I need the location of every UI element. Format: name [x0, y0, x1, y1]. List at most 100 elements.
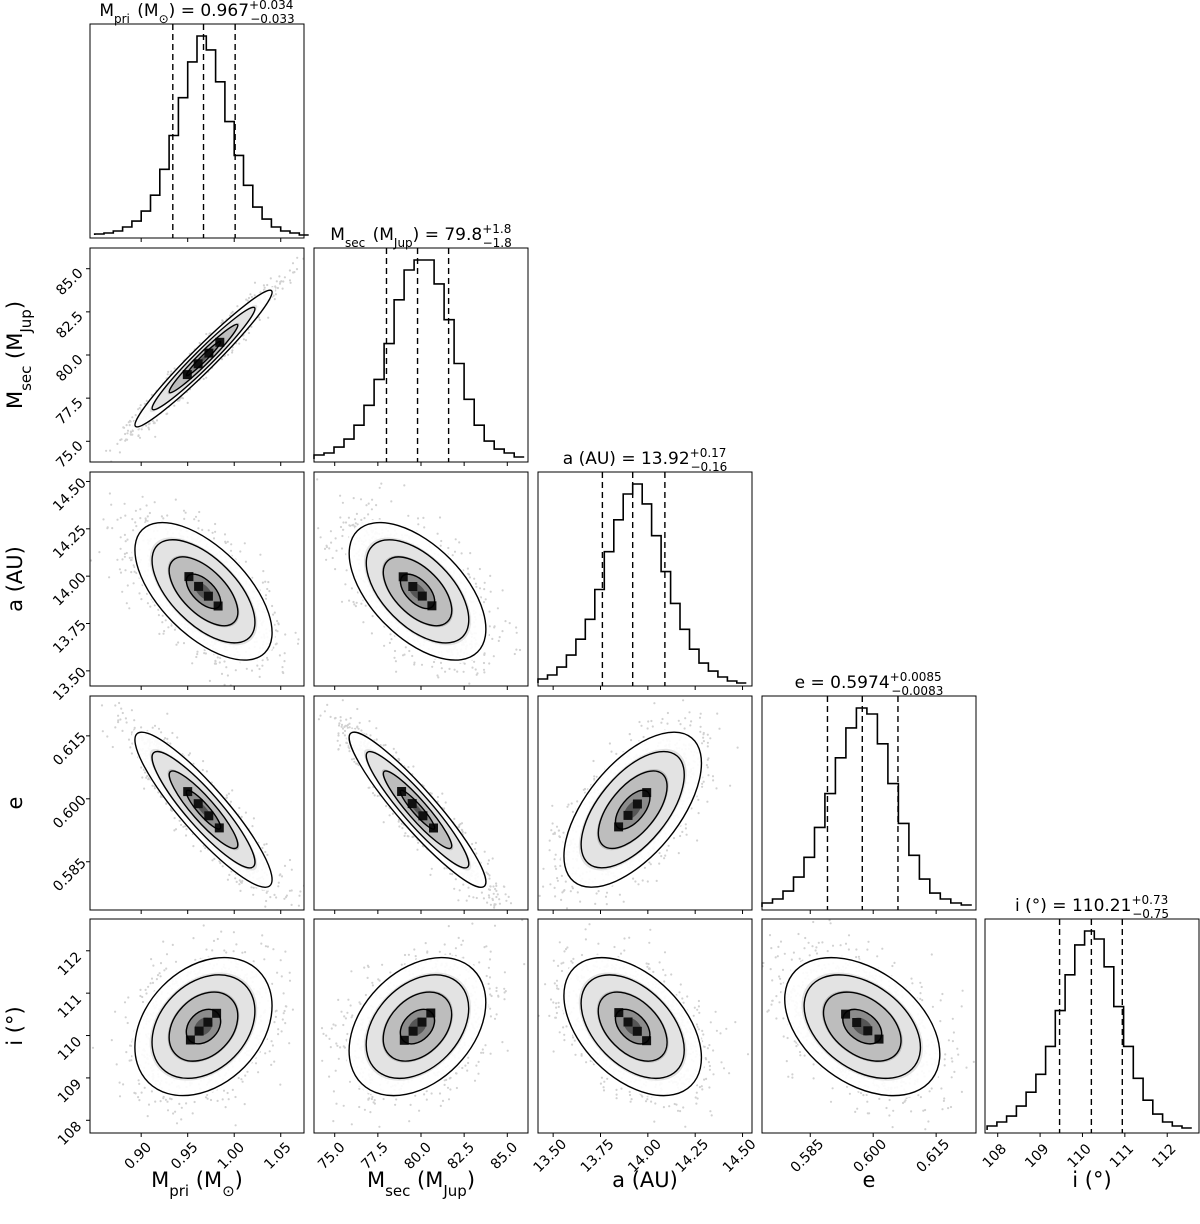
contour-line-0: [614, 789, 651, 830]
contour-line-1: [168, 770, 239, 850]
density-peak-cell: [398, 572, 408, 582]
contour-line-0: [185, 573, 222, 610]
y-tick-label-e: 0.600: [50, 792, 90, 832]
contour-line-2: [151, 306, 256, 411]
x-axis-label-mpri: Mpri (M⊙): [151, 1168, 243, 1200]
y-tick-label-msec: 75.0: [53, 438, 86, 471]
contour-line-3: [348, 731, 487, 888]
x-axis-label-e: e: [863, 1168, 876, 1192]
y-axis-label-e: e: [3, 797, 27, 810]
x-tick-label-mpri: 0.90: [122, 1139, 155, 1172]
density-peak-cell: [642, 1036, 652, 1046]
density-peak-cell: [874, 1034, 884, 1044]
x-axis-label-a: a (AU): [612, 1168, 678, 1192]
density-peak-cell: [429, 823, 438, 833]
density-peak-cell: [204, 811, 214, 821]
contour-line-2: [365, 750, 470, 869]
density-peak-cell: [214, 823, 224, 833]
x-tick-label-mpri: 1.05: [261, 1139, 294, 1172]
contour-line-3: [134, 521, 273, 661]
panel-frame: [89, 695, 305, 911]
panel-title-mpri: Mpri (M⊙) = 0.967+0.034 −0.033: [99, 0, 294, 26]
density-peak-cell: [185, 1035, 195, 1045]
y-tick-label-msec: 77.5: [53, 395, 86, 428]
density-peak-cell: [623, 810, 633, 820]
contour-line-3: [134, 731, 273, 888]
contour-line-2: [151, 750, 256, 869]
density-peak-cell: [193, 799, 203, 809]
y-tick-label-msec: 85.0: [53, 265, 86, 298]
panel-frame-mpri: [89, 23, 305, 239]
density-peak-cell: [407, 799, 417, 809]
density-peak-cell: [399, 1035, 409, 1045]
scatter-panel-i-vs-mpri: [89, 918, 305, 1134]
x-axis-label-i: i (°): [1072, 1168, 1111, 1192]
histogram-mpri: [93, 35, 309, 236]
histogram-e: [761, 707, 972, 907]
density-peak-cell: [841, 1009, 851, 1019]
histogram-a: [537, 483, 747, 684]
panel-frame: [89, 918, 305, 1134]
density-peak-cell: [397, 787, 407, 796]
panel-title-e: e = 0.5974+0.0085 −0.0083: [795, 670, 944, 698]
contour-line-1: [382, 991, 453, 1062]
density-peak-cell: [427, 601, 437, 611]
density-peak-cell: [184, 572, 194, 582]
density-peak-cell: [408, 582, 418, 591]
contour-line-3: [563, 731, 703, 888]
x-tick-label-a: 14.25: [673, 1136, 713, 1176]
y-tick-label-msec: 82.5: [53, 309, 86, 342]
contour-line-1: [382, 556, 453, 627]
y-tick-label-e: 0.585: [50, 855, 90, 895]
x-tick-label-a: 13.50: [530, 1136, 570, 1176]
density-peak-cell: [204, 348, 214, 358]
y-tick-label-i: 109: [55, 1076, 85, 1106]
panel-frame-a: [537, 471, 753, 687]
panel-frame: [537, 695, 753, 911]
contour-line-0: [185, 1008, 222, 1045]
contour-line-1: [597, 770, 668, 850]
density-peak-cell: [183, 787, 193, 797]
y-tick-label-a: 13.75: [50, 617, 90, 657]
contour-line-3: [134, 289, 273, 428]
density-peak-cell: [426, 1008, 436, 1018]
contour-line-3: [348, 956, 487, 1097]
y-tick-label-a: 14.25: [50, 522, 90, 562]
density-peak-cell: [852, 1018, 862, 1027]
density-peak-cell: [642, 788, 652, 798]
contour-line-1: [168, 556, 239, 627]
contour-line-1: [168, 323, 239, 394]
scatter-panel-i-vs-e: [761, 918, 977, 1134]
panel-title-a: a (AU) = 13.92+0.17 −0.16: [563, 446, 727, 474]
panel-frame: [537, 918, 753, 1134]
scatter-panel-i-vs-a: [537, 918, 753, 1134]
hist-panel-msec: Msec (MJup) = 79.8+1.8 −1.8: [313, 222, 529, 463]
panel-frame-msec: [313, 247, 529, 463]
panel-frame-i: [984, 918, 1200, 1134]
density-peak-cell: [194, 1026, 204, 1036]
y-axis-label-msec: Msec (MJup): [3, 301, 35, 409]
contour-line-0: [614, 1008, 651, 1045]
scatter-panel-msec-vs-mpri: [89, 247, 305, 463]
contour-line-2: [803, 974, 922, 1080]
y-tick-label-msec: 80.0: [53, 352, 86, 385]
x-tick-label-i: 109: [1022, 1141, 1052, 1171]
contour-line-2: [151, 974, 256, 1080]
scatter-panel-e-vs-a: [537, 695, 753, 911]
density-peak-cell: [194, 581, 204, 591]
contour-line-2: [580, 974, 685, 1080]
contour-line-3: [563, 956, 703, 1097]
y-tick-label-i: 111: [55, 991, 85, 1021]
y-tick-label-a: 14.50: [50, 475, 90, 515]
contour-line-2: [580, 750, 685, 869]
hist-panel-i: i (°) = 110.21+0.73 −0.75: [984, 893, 1200, 1134]
contour-line-2: [365, 974, 470, 1080]
scatter-panel-a-vs-msec: [313, 471, 529, 687]
y-tick-label-i: 112: [55, 949, 85, 979]
scatter-panel-i-vs-msec: [313, 918, 529, 1134]
density-peak-cell: [863, 1026, 873, 1036]
contour-line-0: [185, 340, 222, 377]
panel-frame: [89, 471, 305, 687]
x-tick-label-i: 112: [1149, 1141, 1179, 1171]
